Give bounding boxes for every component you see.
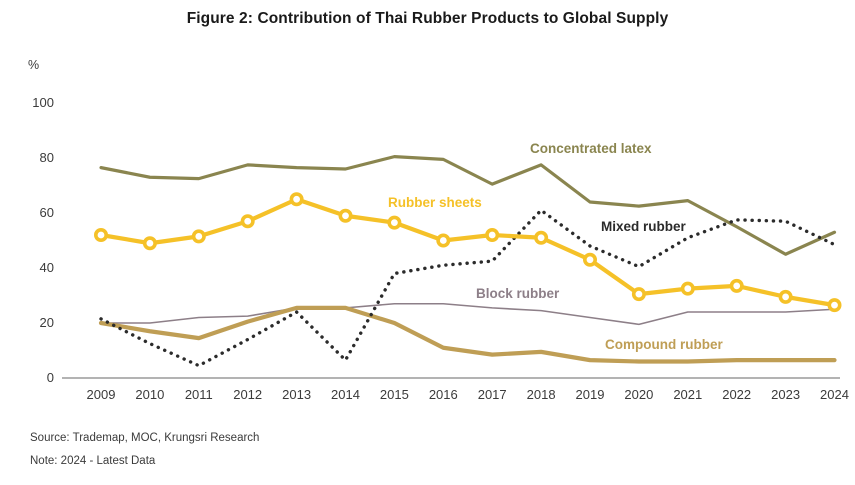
y-axis-tick: 100 bbox=[32, 95, 54, 110]
data-point-marker-rubber-sheets bbox=[94, 228, 109, 243]
series-line-mixed-rubber bbox=[99, 208, 837, 368]
data-point-marker-rubber-sheets bbox=[485, 228, 500, 243]
x-axis-tick: 2012 bbox=[233, 387, 263, 402]
y-axis-tick: 20 bbox=[39, 315, 54, 330]
data-point-marker-rubber-sheets bbox=[827, 298, 842, 313]
y-axis-tick: 0 bbox=[46, 370, 54, 385]
data-point-marker-rubber-sheets bbox=[729, 278, 744, 293]
y-axis-unit-label: % bbox=[28, 58, 40, 72]
data-point-marker-rubber-sheets bbox=[680, 281, 695, 296]
y-axis-tick: 60 bbox=[39, 205, 54, 220]
x-axis-tick: 2011 bbox=[184, 387, 213, 402]
x-axis-tick: 2016 bbox=[428, 387, 458, 402]
note-text: Note: 2024 - Latest Data bbox=[30, 455, 156, 467]
x-axis-tick: 2020 bbox=[624, 387, 654, 402]
data-point-marker-rubber-sheets bbox=[240, 214, 255, 229]
x-axis-tick: 2010 bbox=[135, 387, 165, 402]
x-axis-tick: 2019 bbox=[575, 387, 605, 402]
x-axis-tick: 2017 bbox=[477, 387, 507, 402]
data-point-marker-rubber-sheets bbox=[387, 215, 402, 230]
series-line-compound-rubber bbox=[98, 305, 837, 364]
series-label-block-rubber: Block rubber bbox=[476, 286, 560, 301]
y-axis-tick: 40 bbox=[39, 260, 54, 275]
data-point-marker-rubber-sheets bbox=[142, 236, 157, 251]
x-axis-tick: 2018 bbox=[526, 387, 556, 402]
data-point-marker-rubber-sheets bbox=[631, 287, 646, 302]
data-point-marker-rubber-sheets bbox=[582, 252, 597, 267]
data-point-marker-rubber-sheets bbox=[778, 289, 793, 304]
x-axis-tick: 2014 bbox=[331, 387, 360, 402]
y-axis-tick: 80 bbox=[39, 150, 54, 165]
data-point-marker-rubber-sheets bbox=[338, 208, 353, 223]
series-label-concentrated-latex: Concentrated latex bbox=[530, 141, 652, 156]
x-axis-tick: 2009 bbox=[86, 387, 116, 402]
series-line-concentrated-latex bbox=[99, 155, 837, 256]
series-label-rubber-sheets: Rubber sheets bbox=[388, 195, 482, 210]
x-axis-tick: 2023 bbox=[771, 387, 801, 402]
series-line-block-rubber bbox=[100, 302, 836, 326]
series-label-mixed-rubber: Mixed rubber bbox=[601, 219, 686, 234]
x-axis-tick: 2021 bbox=[673, 387, 703, 402]
data-point-marker-rubber-sheets bbox=[534, 230, 549, 245]
series-label-compound-rubber: Compound rubber bbox=[605, 337, 723, 352]
page-title: Figure 2: Contribution of Thai Rubber Pr… bbox=[186, 10, 669, 27]
x-axis-tick: 2022 bbox=[722, 387, 752, 402]
data-point-marker-rubber-sheets bbox=[436, 233, 451, 248]
series-line-rubber-sheets bbox=[98, 197, 837, 308]
x-axis-tick: 2024 bbox=[820, 387, 849, 402]
x-axis-tick: 2013 bbox=[282, 387, 312, 402]
source-text: Source: Trademap, MOC, Krungsri Research bbox=[30, 432, 260, 444]
data-point-marker-rubber-sheets bbox=[289, 192, 304, 207]
data-point-marker-rubber-sheets bbox=[191, 229, 206, 244]
x-axis-tick: 2015 bbox=[379, 387, 409, 402]
